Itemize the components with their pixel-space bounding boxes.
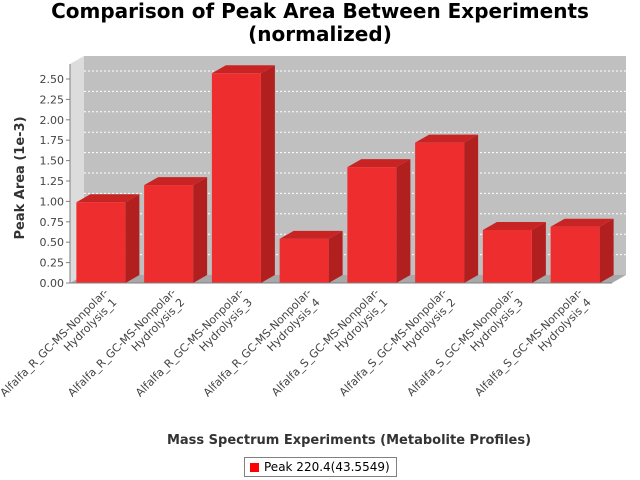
bar-top [144,177,208,186]
axes [69,64,612,284]
x-tick-label-line-1: Alfalfa_S_GC-MS-Nonpolar- [472,286,585,399]
bar-side [328,230,343,283]
x-tick-label-line-1: Alfalfa_R_GC-MS-Nonpolar- [133,286,246,399]
y-tick-label: 2.00 [40,114,65,127]
bar [415,134,479,283]
bar-side [531,221,546,283]
bar-side [125,194,140,283]
x-tick-label-line-1: Alfalfa_S_GC-MS-Nonpolar- [337,286,450,399]
x-axis-label: Mass Spectrum Experiments (Metabolite Pr… [167,433,531,448]
y-tick-label: 2.50 [40,73,65,86]
bar-front [144,185,194,283]
bar-top [211,65,275,74]
y-axis-label: Peak Area (1e-3) [13,116,28,239]
chart-title-line-2: (normalized) [248,22,392,46]
bar-front [279,238,329,283]
bar-front [347,167,397,283]
y-tick-label: 0.75 [40,216,65,229]
bar [347,159,411,283]
bar-top [482,221,546,230]
y-tick-label: 0.25 [40,257,65,270]
bar-front [76,202,126,283]
bar [211,65,275,284]
bar [279,230,343,283]
y-tick-labels: 0.00 0.25 0.50 0.75 1.00 1.25 1.50 1.75 2.00 2.25… [40,73,70,290]
bar-front [482,229,532,283]
y-tick-label: 0.00 [40,277,65,290]
legend: Peak 220.4(43.5549) [244,457,397,477]
bar-side [260,65,275,284]
legend-label: Peak 220.4(43.5549) [264,460,390,474]
bar-top [76,194,140,203]
y-tick-label: 1.25 [40,175,65,188]
chart-title: Comparison of Peak Area Between Experime… [0,0,640,46]
y-tick-label: 1.50 [40,155,65,168]
x-tick-label: Alfalfa_R_GC-MS-Nonpolar-Hydrolysis_1 [0,286,119,399]
bars [76,65,614,284]
x-tick-label-line-1: Alfalfa_S_GC-MS-Nonpolar- [405,286,518,399]
x-tick-label-line-1: Alfalfa_R_GC-MS-Nonpolar- [0,286,111,399]
bar-top [279,230,343,239]
bar-top [550,218,614,227]
x-tick-label-line-1: Alfalfa_R_GC-MS-Nonpolar- [201,286,314,399]
bar-front [550,226,600,283]
x-tick-labels: Alfalfa_R_GC-MS-Nonpolar-Hydrolysis_1Alf… [0,286,594,399]
y-tick-label: 1.00 [40,195,65,208]
bar-side [396,159,411,283]
bar [482,221,546,283]
bar-top [415,134,479,143]
bar-side [193,177,208,283]
chart-title-line-1: Comparison of Peak Area Between Experime… [51,0,589,23]
bar-side [464,134,479,283]
y-tick-label: 1.75 [40,134,65,147]
x-tick-label-line-1: Alfalfa_S_GC-MS-Nonpolar- [269,286,382,399]
bar [144,177,208,283]
bar [550,218,614,283]
y-tick-label: 2.25 [40,93,65,106]
bar-front [415,142,465,283]
bar-side [599,218,614,283]
legend-swatch [250,462,259,472]
x-tick-label-line-1: Alfalfa_R_GC-MS-Nonpolar- [65,286,178,399]
bar-front [211,73,261,284]
y-tick-label: 0.50 [40,236,65,249]
bar [76,194,140,283]
bar-top [347,159,411,168]
